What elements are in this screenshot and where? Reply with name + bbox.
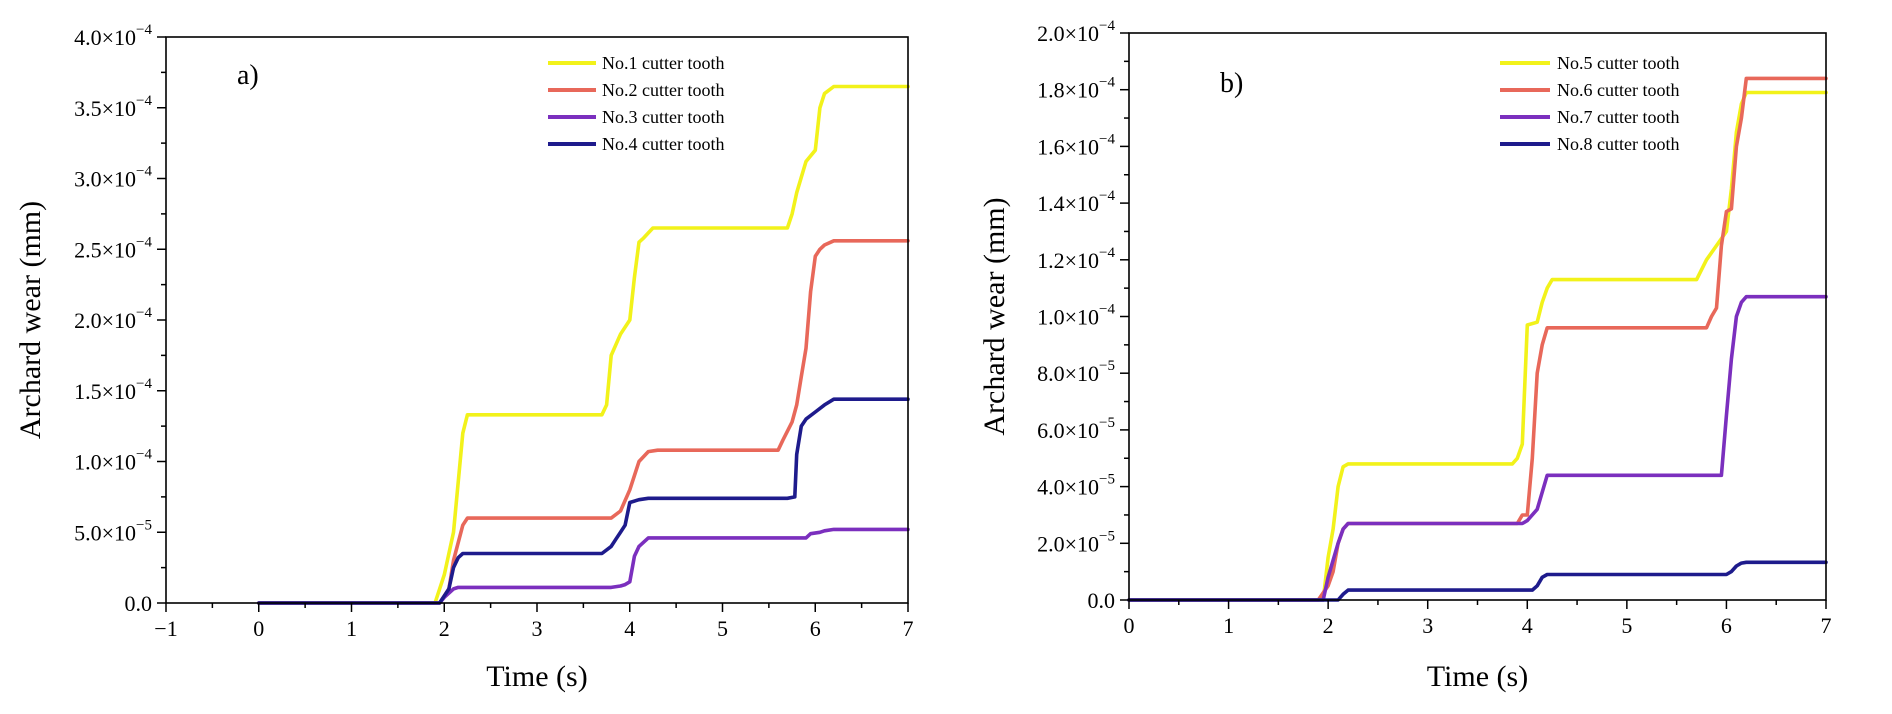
chart-a-y-axis-title: Archard wear (mm) xyxy=(14,201,47,439)
chart-b-series-4 xyxy=(1127,560,1828,602)
chart-a-y-tick-label: 3.0×10−4 xyxy=(74,164,152,192)
chart-a-y-tick-label: 2.0×10−4 xyxy=(74,305,152,333)
chart-a: −1 0 1 2 3 4 5 6 7 0.0 5.0×10−5 1.0×10−4 1.5×10−4 2.0… xyxy=(14,22,914,693)
chart-b-y-tick-label: 4.0×10−5 xyxy=(1037,472,1115,500)
chart-b-x-tick-label: 5 xyxy=(1621,613,1632,638)
chart-b-series-3 xyxy=(1127,294,1828,602)
chart-b-y-tick-label: 1.4×10−4 xyxy=(1037,188,1115,216)
chart-b-x-tick-label: 6 xyxy=(1721,613,1732,638)
chart-b-legend-label-1: No.5 cutter tooth xyxy=(1557,53,1679,73)
chart-b-x-tick-label: 4 xyxy=(1522,613,1533,638)
chart-a-legend-label-2: No.2 cutter tooth xyxy=(602,80,724,100)
chart-b-legend-label-3: No.7 cutter tooth xyxy=(1557,107,1679,127)
chart-a-series-2 xyxy=(256,239,910,605)
chart-b-panel-label: b) xyxy=(1220,68,1243,99)
chart-a-series-1 xyxy=(256,84,910,605)
chart-a-y-tick-label: 1.5×10−4 xyxy=(74,376,152,404)
chart-a-y-tick-label: 5.0×10−5 xyxy=(74,517,152,545)
chart-b-legend-label-2: No.6 cutter tooth xyxy=(1557,80,1679,100)
chart-b-y-tick-label: 0.0 xyxy=(1088,588,1116,613)
chart-a-x-tick-label: 3 xyxy=(532,616,543,641)
chart-b-y-axis-title: Archard wear (mm) xyxy=(978,197,1011,435)
chart-a-x-axis-title: Time (s) xyxy=(486,660,587,693)
chart-b-x-axis-title: Time (s) xyxy=(1427,660,1528,693)
chart-a-x-tick-label: 4 xyxy=(624,616,635,641)
chart-b-plot-frame xyxy=(1128,32,1827,601)
chart-b-y-tick-label: 1.6×10−4 xyxy=(1037,131,1115,159)
chart-a-series-4 xyxy=(256,397,910,605)
chart-a-x-tick-label: 0 xyxy=(253,616,264,641)
chart-b: 0 1 2 3 4 5 6 7 0.0 2.0×10−5 4.0×10−5 6.0×10−5 8.0×1… xyxy=(978,18,1832,693)
chart-b-legend: No.5 cutter tooth No.6 cutter tooth No.7 c… xyxy=(1500,53,1679,154)
chart-a-panel-label: a) xyxy=(237,60,259,91)
chart-a-series-3 xyxy=(256,527,910,605)
chart-a-y-tick-label: 1.0×10−4 xyxy=(74,447,152,475)
chart-b-y-tick-label: 1.8×10−4 xyxy=(1037,75,1115,103)
chart-b-y-tick-label: 6.0×10−5 xyxy=(1037,415,1115,443)
chart-a-x-tick-label: 1 xyxy=(346,616,357,641)
chart-b-y-tick-label: 1.2×10−4 xyxy=(1037,245,1115,273)
chart-b-x-tick-label: 3 xyxy=(1422,613,1433,638)
chart-a-legend: No.1 cutter tooth No.2 cutter tooth No.3 c… xyxy=(548,53,724,154)
chart-b-y-tick-label: 1.0×10−4 xyxy=(1037,302,1115,330)
chart-a-x-tick-label: 6 xyxy=(810,616,821,641)
chart-a-legend-label-3: No.3 cutter tooth xyxy=(602,107,724,127)
chart-b-x-tick-label: 1 xyxy=(1223,613,1234,638)
chart-a-x-tick-label: 7 xyxy=(903,616,914,641)
chart-a-y-tick-label: 0.0 xyxy=(125,591,153,616)
chart-a-y-tick-label: 3.5×10−4 xyxy=(74,93,152,121)
chart-a-x-tick-label: 5 xyxy=(717,616,728,641)
chart-a-x-tick-label: −1 xyxy=(154,616,177,641)
chart-a-y-tick-label: 4.0×10−4 xyxy=(74,22,152,50)
chart-a-legend-label-1: No.1 cutter tooth xyxy=(602,53,724,73)
chart-b-x-tick-label: 0 xyxy=(1124,613,1135,638)
chart-a-y-tick-label: 2.5×10−4 xyxy=(74,234,152,262)
chart-b-legend-label-4: No.8 cutter tooth xyxy=(1557,134,1679,154)
chart-b-y-tick-label: 8.0×10−5 xyxy=(1037,358,1115,386)
chart-b-x-tick-label: 7 xyxy=(1821,613,1832,638)
chart-b-x-tick-label: 2 xyxy=(1323,613,1334,638)
chart-b-y-tick-label: 2.0×10−4 xyxy=(1037,18,1115,46)
chart-b-y-tick-label: 2.0×10−5 xyxy=(1037,528,1115,556)
chart-a-legend-label-4: No.4 cutter tooth xyxy=(602,134,724,154)
chart-a-x-tick-label: 2 xyxy=(439,616,450,641)
